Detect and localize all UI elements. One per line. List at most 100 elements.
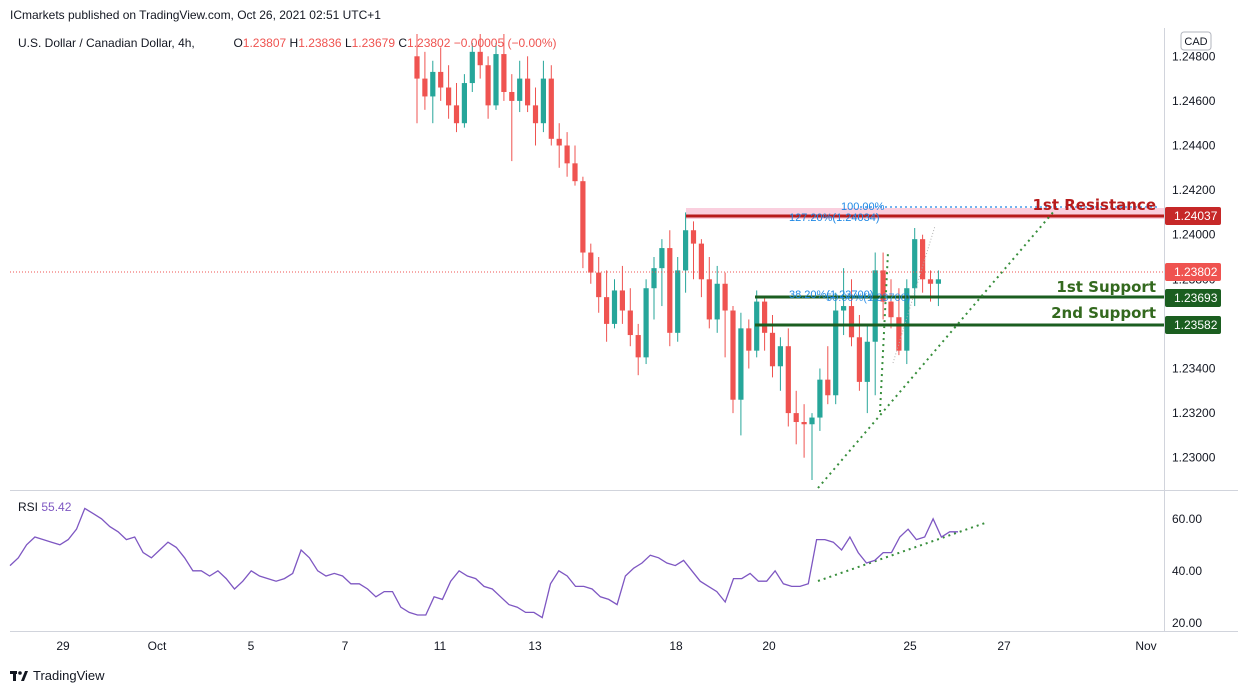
rsi-axis[interactable]: 60.00 40.00 20.00 bbox=[1172, 512, 1202, 630]
candle-body bbox=[675, 270, 681, 333]
support1-price-tag bbox=[1165, 289, 1221, 307]
tradingview-logo-icon bbox=[10, 670, 28, 681]
candle-body bbox=[493, 54, 499, 106]
low-label: L bbox=[344, 36, 352, 50]
candle-body bbox=[777, 346, 783, 367]
candle-body bbox=[509, 91, 515, 101]
fib-50-label: 50.00%(1.23700) bbox=[826, 292, 910, 304]
rsi-tick-label: 40.00 bbox=[1172, 564, 1202, 578]
candle-body bbox=[469, 51, 475, 84]
support2-annotation: 2nd Support bbox=[1051, 304, 1156, 322]
time-tick-label: 11 bbox=[434, 639, 447, 653]
candle-body bbox=[864, 341, 870, 382]
ohlc-legend: U.S. Dollar / Canadian Dollar, 4h, O1.23… bbox=[18, 36, 557, 50]
candle-body bbox=[706, 279, 712, 320]
current-price-label: 1.23802 bbox=[1174, 265, 1218, 279]
time-tick-label: 20 bbox=[762, 639, 776, 653]
candle-body bbox=[738, 328, 744, 400]
price-tick-label: 1.24400 bbox=[1172, 139, 1216, 153]
time-tick-label: 27 bbox=[997, 639, 1011, 653]
rsi-label[interactable]: RSI bbox=[18, 500, 39, 514]
rsi-tick-label: 20.00 bbox=[1172, 616, 1202, 630]
low-value: 1.23679 bbox=[351, 36, 396, 50]
candle-body bbox=[548, 78, 554, 139]
candle-body bbox=[714, 283, 720, 320]
footer-brand[interactable]: TradingView bbox=[33, 668, 105, 683]
rsi-legend: RSI 55.42 bbox=[18, 500, 71, 514]
fib-382-label: 38.20%(1.23700) bbox=[789, 289, 873, 301]
candle-body bbox=[446, 87, 452, 106]
price-tick-label: 1.23000 bbox=[1172, 451, 1216, 465]
candle-body bbox=[556, 138, 562, 146]
candle-body bbox=[643, 288, 649, 358]
currency-badge bbox=[1180, 31, 1212, 51]
price-axis[interactable]: 1.24800 1.24600 1.24400 1.24200 1.24000 1.238… bbox=[1172, 49, 1216, 464]
candle-body bbox=[817, 379, 823, 418]
publisher-header: ICmarkets published on TradingView.com, … bbox=[10, 8, 381, 22]
price-tick-label: 1.24800 bbox=[1172, 49, 1216, 63]
candle-body bbox=[635, 335, 641, 358]
candle-body bbox=[769, 332, 776, 367]
price-tick-label: 1.23200 bbox=[1172, 406, 1216, 420]
resistance-annotation: 1st Resistance bbox=[1032, 196, 1156, 214]
fib-127-label: 127.20%(1.24034) bbox=[789, 212, 880, 224]
candle-body bbox=[888, 301, 894, 318]
candle-body bbox=[619, 290, 625, 311]
footer: TradingView bbox=[10, 668, 105, 683]
candle-body bbox=[588, 252, 594, 273]
symbol-name[interactable]: U.S. Dollar / Canadian Dollar, 4h, bbox=[18, 36, 195, 50]
time-tick-label: 29 bbox=[56, 639, 70, 653]
candle-body bbox=[927, 279, 934, 284]
candle-body bbox=[438, 71, 444, 88]
candle-body bbox=[422, 78, 428, 97]
candle-body bbox=[872, 270, 878, 342]
candle-body bbox=[572, 163, 578, 182]
high-value: 1.23836 bbox=[298, 36, 342, 50]
candle-body bbox=[627, 310, 633, 336]
candle-body bbox=[880, 270, 886, 302]
time-tick-label: 25 bbox=[903, 639, 917, 653]
support2-price-tag bbox=[1165, 316, 1221, 334]
time-axis[interactable]: 29 Oct 5 7 11 13 18 20 25 27 Nov bbox=[56, 639, 1156, 653]
candle-body bbox=[667, 248, 673, 333]
candle-body bbox=[841, 306, 847, 311]
open-value: 1.23807 bbox=[242, 36, 287, 50]
currency-label: CAD bbox=[1184, 36, 1207, 48]
time-tick-label: Nov bbox=[1135, 639, 1156, 653]
support2-price-label: 1.23582 bbox=[1174, 318, 1218, 332]
change-value: −0.00005 (−0.00%) bbox=[453, 36, 557, 50]
candle-body bbox=[801, 422, 807, 425]
candle-body bbox=[580, 181, 586, 253]
price-tick-label: 1.24600 bbox=[1172, 94, 1216, 108]
open-label: O bbox=[233, 36, 243, 50]
candle-body bbox=[540, 78, 546, 124]
candle-body bbox=[430, 71, 436, 97]
candle-body bbox=[683, 230, 689, 271]
candle-body bbox=[611, 290, 618, 324]
resistance-price-tag bbox=[1165, 207, 1221, 225]
high-label: H bbox=[289, 36, 299, 50]
candle-body bbox=[848, 306, 855, 338]
candle-body bbox=[809, 417, 815, 425]
candle-body bbox=[651, 268, 657, 289]
candle-body bbox=[722, 283, 728, 311]
candle-body bbox=[461, 83, 467, 124]
close-label: C bbox=[398, 36, 408, 50]
candles-layer bbox=[414, 34, 941, 480]
candle-body bbox=[596, 272, 602, 298]
price-tick-label: 1.23400 bbox=[1172, 362, 1216, 376]
current-price-tag bbox=[1165, 263, 1221, 281]
price-tick-label: 1.24200 bbox=[1172, 183, 1216, 197]
candle-body bbox=[525, 78, 531, 106]
support1-annotation: 1st Support bbox=[1056, 278, 1156, 296]
candle-body bbox=[920, 239, 926, 280]
candle-body bbox=[698, 243, 704, 280]
rsi-value: 55.42 bbox=[41, 500, 72, 514]
candle-body bbox=[604, 297, 610, 324]
candle-body bbox=[825, 379, 831, 396]
rsi-line bbox=[9, 507, 958, 619]
candle-body bbox=[912, 239, 918, 289]
rsi-tick-label: 60.00 bbox=[1172, 512, 1202, 526]
candle-body bbox=[564, 145, 570, 164]
